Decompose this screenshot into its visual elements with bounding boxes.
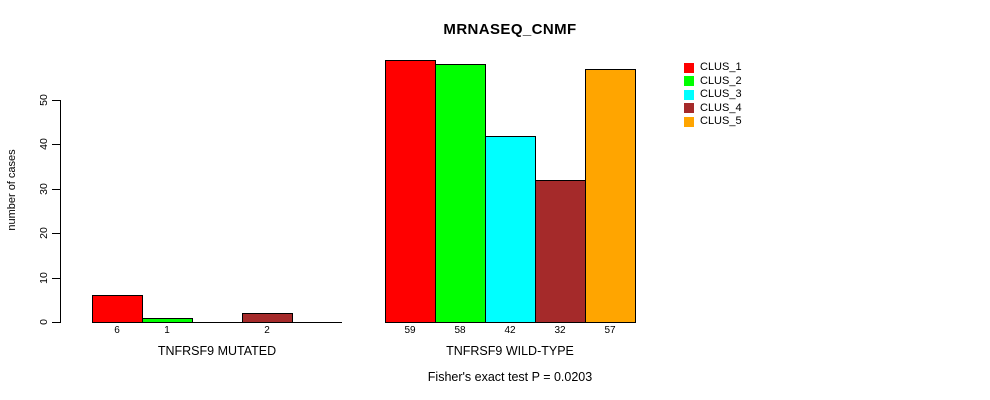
chart-title: MRNASEQ_CNMF — [443, 21, 577, 38]
y-tick-mark — [52, 233, 60, 235]
y-tick-label: 30 — [38, 182, 50, 195]
bar-clus-1 — [385, 60, 436, 323]
legend-entry: CLUS_3 — [684, 88, 742, 102]
fisher-test-annotation: Fisher's exact test P = 0.0203 — [427, 370, 593, 384]
bar-clus-5 — [585, 68, 636, 323]
legend-entry-label: CLUS_2 — [700, 74, 742, 87]
bar-value-label: 2 — [264, 325, 270, 336]
legend: CLUS_1 CLUS_2 CLUS_3 CLUS_4 CLUS_5 — [684, 61, 742, 129]
bar-value-label: 6 — [114, 325, 120, 336]
y-tick-label: 10 — [38, 271, 50, 284]
legend-entry-label: CLUS_5 — [700, 115, 742, 128]
y-tick-mark — [52, 100, 60, 101]
legend-entry: CLUS_2 — [684, 75, 742, 89]
bar-clus-2 — [142, 317, 193, 323]
y-tick-mark — [52, 322, 60, 323]
bar-value-label: 59 — [404, 325, 416, 336]
legend-swatch-icon — [684, 62, 694, 73]
bar-clus-3 — [485, 135, 536, 323]
y-tick-mark — [52, 188, 60, 190]
bar-clus-2 — [435, 64, 486, 323]
legend-entry: CLUS_1 — [684, 61, 742, 75]
legend-swatch-icon — [684, 76, 694, 87]
bar-value-label: 42 — [504, 325, 516, 336]
y-tick-label: 0 — [38, 319, 50, 325]
x-axis-group-label: TNFRSF9 WILD-TYPE — [446, 344, 574, 358]
legend-swatch-icon — [684, 89, 694, 100]
y-tick-label: 50 — [38, 94, 50, 106]
y-axis-label: number of cases — [6, 149, 18, 231]
bar-clus-4 — [242, 313, 293, 323]
bar-value-label: 1 — [164, 325, 170, 336]
legend-entry: CLUS_4 — [684, 102, 742, 116]
legend-swatch-icon — [684, 103, 694, 114]
y-tick-mark — [52, 144, 60, 146]
y-axis-line — [60, 100, 61, 323]
legend-entry-label: CLUS_3 — [700, 88, 742, 101]
legend-swatch-icon — [684, 116, 694, 127]
x-axis-group-label: TNFRSF9 MUTATED — [157, 344, 277, 358]
bar-clus-4 — [535, 179, 586, 323]
y-tick-label: 20 — [38, 227, 50, 240]
x-axis-baseline — [92, 322, 342, 323]
legend-entry-label: CLUS_4 — [700, 101, 742, 114]
bar-clus-1 — [92, 295, 143, 323]
bar-value-label: 58 — [454, 325, 466, 336]
legend-entry: CLUS_5 — [684, 115, 742, 129]
bar-value-label: 57 — [604, 325, 616, 336]
y-tick-mark — [52, 277, 60, 279]
y-tick-label: 40 — [38, 138, 50, 151]
bar-value-label: 32 — [554, 325, 566, 336]
legend-entry-label: CLUS_1 — [700, 61, 742, 74]
